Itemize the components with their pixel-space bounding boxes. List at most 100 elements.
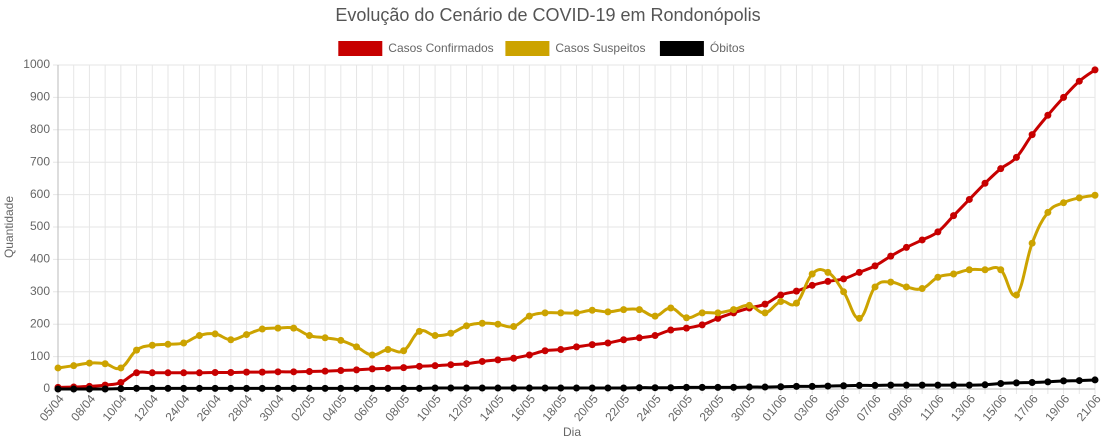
data-point — [824, 277, 832, 285]
data-point — [243, 368, 251, 376]
data-point — [195, 384, 203, 392]
data-point — [1028, 131, 1036, 139]
data-point — [290, 324, 298, 332]
data-point — [1012, 379, 1020, 387]
data-point — [117, 379, 125, 387]
data-point — [887, 381, 895, 389]
data-point — [792, 382, 800, 390]
data-point — [305, 332, 313, 340]
data-point — [85, 385, 93, 393]
y-tick-label: 700 — [30, 154, 50, 168]
data-point — [541, 384, 549, 392]
x-tick-label: 24/04 — [162, 392, 192, 424]
data-point — [777, 291, 785, 299]
data-point — [1060, 199, 1068, 207]
y-tick-label: 0 — [43, 381, 50, 395]
data-point — [227, 368, 235, 376]
data-point — [635, 384, 643, 392]
data-point — [557, 384, 565, 392]
data-point — [227, 384, 235, 392]
data-point — [463, 360, 471, 368]
legend-swatch — [505, 41, 550, 56]
data-point — [965, 381, 973, 389]
data-point — [70, 362, 78, 370]
data-point — [243, 331, 251, 339]
data-point — [1075, 194, 1083, 202]
data-point — [525, 312, 533, 320]
x-tick-label: 30/04 — [257, 392, 287, 424]
data-point — [525, 384, 533, 392]
data-point — [588, 306, 596, 314]
data-point — [368, 351, 376, 359]
data-point — [525, 351, 533, 359]
x-tick-label: 08/05 — [382, 392, 412, 424]
data-point — [133, 346, 141, 354]
data-point — [463, 384, 471, 392]
y-tick-label: 300 — [30, 284, 50, 298]
data-point — [415, 327, 423, 335]
data-point — [855, 381, 863, 389]
x-tick-label: 10/04 — [100, 392, 130, 424]
data-point — [871, 262, 879, 270]
data-point — [101, 385, 109, 393]
data-point — [667, 304, 675, 312]
data-point — [447, 329, 455, 337]
data-point — [965, 195, 973, 203]
data-point — [478, 319, 486, 327]
data-point — [635, 306, 643, 314]
data-point — [777, 383, 785, 391]
data-point — [682, 324, 690, 332]
data-point — [745, 301, 753, 309]
data-point — [1012, 153, 1020, 161]
data-point — [573, 384, 580, 392]
data-point — [557, 345, 565, 353]
data-point — [934, 381, 942, 389]
data-point — [604, 339, 612, 347]
data-point — [384, 364, 392, 372]
data-point — [682, 314, 690, 322]
data-point — [965, 266, 973, 274]
data-point — [997, 266, 1005, 274]
x-tick-label: 14/05 — [477, 392, 507, 424]
data-point — [698, 309, 706, 317]
data-point — [510, 322, 518, 330]
data-point — [745, 383, 753, 391]
data-point — [902, 283, 910, 291]
legend-label: Casos Suspeitos — [555, 41, 645, 55]
data-point — [934, 273, 942, 281]
data-point — [1060, 93, 1068, 101]
data-point — [368, 384, 376, 392]
data-point — [1044, 111, 1052, 119]
data-point — [950, 212, 958, 220]
data-point — [164, 369, 172, 377]
data-point — [651, 312, 659, 320]
legend-swatch — [338, 41, 383, 56]
data-point — [478, 357, 486, 365]
data-point — [431, 362, 439, 370]
y-tick-label: 100 — [30, 349, 50, 363]
data-point — [667, 384, 675, 392]
legend-label: Óbitos — [710, 40, 745, 55]
data-point — [1012, 291, 1020, 299]
data-point — [400, 364, 408, 372]
data-point — [321, 334, 329, 342]
data-point — [698, 383, 706, 391]
data-point — [510, 384, 518, 392]
data-point — [871, 283, 879, 291]
data-point — [887, 252, 895, 260]
data-point — [651, 332, 659, 340]
data-point — [1091, 376, 1099, 384]
data-point — [761, 300, 769, 308]
x-tick-label: 05/04 — [37, 392, 67, 424]
data-point — [478, 384, 486, 392]
data-point — [148, 341, 156, 349]
data-point — [384, 384, 392, 392]
data-point — [243, 384, 251, 392]
data-point — [195, 369, 203, 377]
x-tick-label: 19/06 — [1042, 392, 1072, 424]
x-tick-label: 06/05 — [351, 392, 381, 424]
y-tick-label: 900 — [30, 90, 50, 104]
y-tick-label: 800 — [30, 122, 50, 136]
x-tick-label: 12/04 — [131, 392, 161, 424]
data-point — [541, 347, 549, 355]
